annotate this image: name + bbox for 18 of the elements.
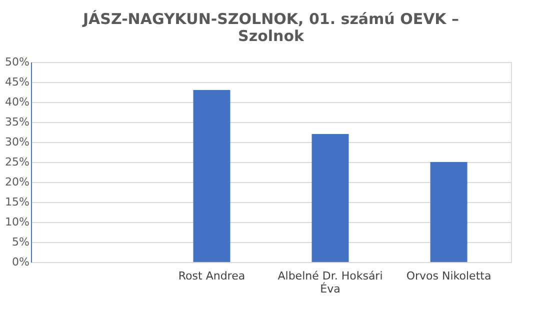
bar [312, 134, 349, 262]
y-tick-label: 0% [12, 256, 30, 268]
y-tick-label: 25% [5, 156, 30, 168]
bar [193, 90, 230, 262]
y-tick-label: 5% [12, 236, 30, 248]
chart-title: JÁSZ-NAGYKUN-SZOLNOK, 01. számú OEVK – Szolnok [82, 10, 460, 45]
x-tick-label: Albelné Dr. Hoksári Éva [278, 270, 383, 296]
x-tick-label: Orvos Nikoletta [406, 270, 492, 282]
y-tick-label: 15% [5, 196, 30, 208]
x-tick-label: Rost Andrea [178, 270, 246, 282]
y-tick-label: 20% [5, 176, 30, 188]
y-tick-label: 30% [5, 136, 30, 148]
bar [430, 162, 468, 262]
y-tick-label: 35% [5, 116, 30, 128]
y-tick-label: 50% [5, 56, 30, 68]
y-tick-label: 45% [5, 76, 30, 88]
y-tick-label: 10% [5, 216, 30, 228]
y-tick-label: 40% [5, 96, 30, 108]
